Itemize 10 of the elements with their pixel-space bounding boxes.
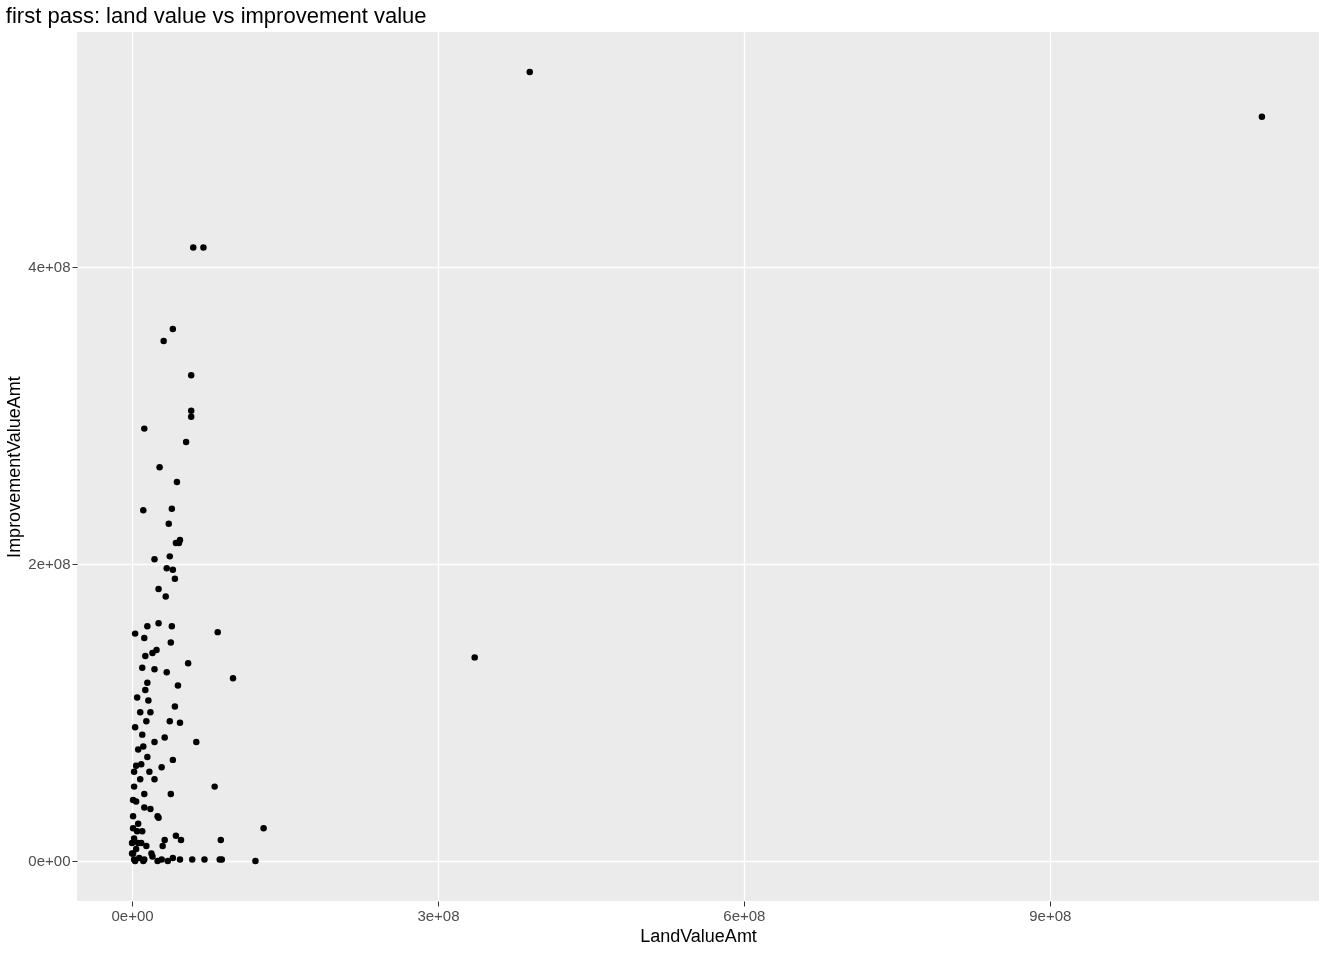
x-tick-label: 9e+08 — [1029, 906, 1072, 924]
x-tick-label: 3e+08 — [417, 906, 460, 924]
y-tick-label: 0e+00 — [28, 852, 71, 870]
x-axis-title: LandValueAmt — [640, 925, 757, 946]
x-tick-label: 0e+00 — [111, 906, 154, 924]
y-axis-title: ImprovementValueAmt — [4, 376, 25, 558]
y-tick-label: 2e+08 — [28, 555, 71, 573]
y-tick-label: 4e+08 — [28, 258, 71, 276]
x-tick-label: 6e+08 — [723, 906, 766, 924]
chart-title: first pass: land value vs improvement value — [5, 3, 427, 28]
